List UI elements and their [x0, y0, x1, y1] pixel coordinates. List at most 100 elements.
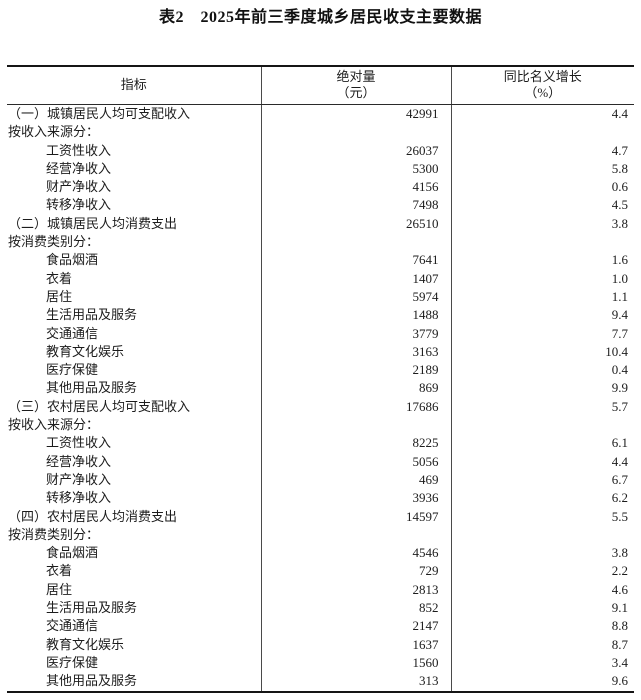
page-title: 表2 2025年前三季度城乡居民收支主要数据	[158, 9, 482, 26]
row-indicator-label: 按消费类别分：	[8, 526, 100, 542]
row-growth-value: 10.4	[605, 343, 628, 359]
row-absolute-value	[260, 416, 452, 435]
row-indicator-label: 生活用品及服务	[46, 600, 138, 616]
table-row: 交通通信 3779 7.7	[7, 324, 634, 343]
row-growth-value: 4.5	[611, 197, 628, 213]
row-indicator-label: 食品烟酒	[46, 252, 99, 268]
row-absolute-value: 1637	[260, 635, 452, 654]
column-header-indicator: 指标	[7, 66, 261, 105]
row-indicator-label: （四）农村居民人均消费支出	[8, 508, 178, 524]
row-absolute-value: 4546	[260, 544, 452, 563]
row-absolute-value: 1488	[260, 306, 452, 325]
row-absolute-value: 8225	[260, 434, 452, 453]
row-indicator-label: 居住	[46, 288, 73, 304]
table-row: 转移净收入 7498 4.5	[7, 196, 634, 215]
column-header-label: 指标	[120, 77, 147, 92]
column-header-unit: （%）	[524, 85, 562, 100]
row-absolute-value: 3163	[260, 342, 452, 362]
income-expenditure-table: 指标 绝对量 （元） 同比名义增长 （%） （一）城镇居民人均可支配收入 4299…	[7, 65, 634, 693]
row-indicator-label: 医疗保健	[46, 654, 99, 670]
row-absolute-value: 313	[260, 672, 452, 692]
row-indicator-label: 按收入来源分：	[8, 417, 100, 433]
table-row: 医疗保健 2189 0.4	[7, 361, 634, 380]
row-growth-value: 6.1	[611, 435, 628, 451]
table-row: 按收入来源分：	[7, 416, 634, 435]
row-growth-value: 3.4	[611, 654, 628, 670]
row-indicator-label: 转移净收入	[46, 197, 112, 213]
table-row: 生活用品及服务 852 9.1	[7, 599, 634, 618]
table-row: 按消费类别分：	[7, 233, 634, 252]
table-row: 居住 5974 1.1	[7, 287, 634, 307]
row-absolute-value: 1407	[260, 269, 452, 288]
row-growth-value: 4.7	[611, 142, 628, 158]
row-growth-value: 9.6	[611, 673, 628, 689]
table-row: 工资性收入 8225 6.1	[7, 434, 634, 453]
table-row: （二）城镇居民人均消费支出 26510 3.8	[7, 214, 634, 234]
row-growth-value: 5.7	[611, 398, 628, 414]
row-indicator-label: 其他用品及服务	[46, 380, 138, 396]
row-absolute-value: 869	[260, 379, 452, 398]
row-indicator-label: 转移净收入	[46, 490, 112, 506]
row-absolute-value: 26510	[260, 214, 452, 234]
row-indicator-label: 生活用品及服务	[46, 307, 138, 323]
row-growth-value	[451, 416, 634, 434]
table-row: 食品烟酒 4546 3.8	[7, 544, 634, 563]
row-absolute-value: 4156	[260, 178, 452, 197]
row-absolute-value: 1560	[260, 653, 452, 673]
column-header-absolute-value: 绝对量 （元）	[260, 66, 452, 105]
row-absolute-value	[260, 123, 452, 142]
row-indicator-label: （二）城镇居民人均消费支出	[8, 215, 178, 231]
table-row: （一）城镇居民人均可支配收入 42991 4.4	[7, 104, 634, 124]
row-growth-value: 4.4	[611, 453, 628, 469]
table-row: 生活用品及服务 1488 9.4	[7, 306, 634, 325]
table-row: 按收入来源分：	[7, 123, 634, 142]
row-absolute-value: 17686	[260, 397, 452, 417]
row-growth-value: 3.8	[611, 215, 628, 231]
row-growth-value: 6.7	[611, 471, 628, 487]
column-header-growth: 同比名义增长 （%）	[451, 66, 634, 105]
table-row: 居住 2813 4.6	[7, 580, 634, 600]
table-row: 经营净收入 5056 4.4	[7, 452, 634, 471]
row-absolute-value: 5300	[260, 159, 452, 179]
table-row: 医疗保健 1560 3.4	[7, 653, 634, 673]
row-absolute-value: 3779	[260, 324, 452, 343]
row-growth-value: 3.8	[611, 545, 628, 561]
row-indicator-label: 按消费类别分：	[8, 234, 100, 250]
table-header-row: 指标 绝对量 （元） 同比名义增长 （%）	[7, 66, 634, 105]
row-indicator-label: 经营净收入	[46, 160, 112, 176]
row-growth-value: 5.5	[611, 508, 628, 524]
table-body: （一）城镇居民人均可支配收入 42991 4.4 按收入来源分： 工资性收入 26037 4…	[7, 104, 634, 692]
row-indicator-label: （三）农村居民人均可支配收入	[8, 398, 191, 414]
row-absolute-value	[260, 525, 452, 545]
column-header-unit: （元）	[336, 85, 376, 100]
column-header-label: 同比名义增长	[503, 69, 582, 84]
table-row: 衣着 729 2.2	[7, 562, 634, 581]
row-absolute-value: 2189	[260, 361, 452, 380]
table-row: 食品烟酒 7641 1.6	[7, 251, 634, 270]
row-indicator-label: 居住	[46, 581, 73, 597]
table-row: 财产净收入 469 6.7	[7, 470, 634, 490]
column-header-label: 绝对量	[336, 69, 376, 84]
row-indicator-label: 交通通信	[46, 618, 99, 634]
table-row: 教育文化娱乐 1637 8.7	[7, 635, 634, 654]
row-indicator-label: 财产净收入	[46, 471, 112, 487]
row-growth-value	[451, 526, 634, 544]
row-growth-value: 4.6	[611, 581, 628, 597]
row-growth-value: 5.8	[611, 160, 628, 176]
row-indicator-label: 经营净收入	[46, 453, 112, 469]
row-absolute-value	[260, 233, 452, 252]
row-growth-value: 0.6	[611, 179, 628, 195]
table-row: 经营净收入 5300 5.8	[7, 159, 634, 179]
table-row: （四）农村居民人均消费支出 14597 5.5	[7, 507, 634, 526]
row-indicator-label: 教育文化娱乐	[46, 636, 125, 652]
row-absolute-value: 5974	[260, 287, 452, 307]
row-indicator-label: 食品烟酒	[46, 545, 99, 561]
row-growth-value: 7.7	[611, 325, 628, 341]
row-growth-value	[451, 233, 634, 251]
table-row: 按消费类别分：	[7, 525, 634, 545]
row-absolute-value: 5056	[260, 452, 452, 471]
row-absolute-value: 42991	[260, 104, 452, 124]
row-growth-value: 8.7	[611, 636, 628, 652]
row-indicator-label: 医疗保健	[46, 362, 99, 378]
